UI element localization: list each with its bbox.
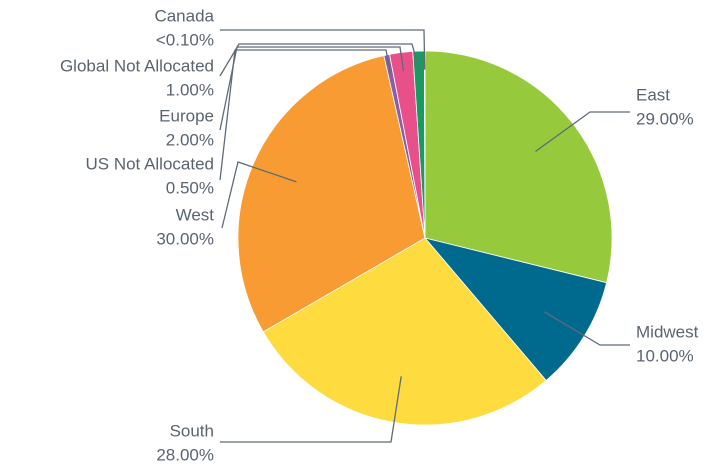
slice-value-label: 1.00% [166,80,214,99]
slice-label: US Not Allocated [85,154,214,173]
pie-slice [237,55,426,333]
slice-value-label: 30.00% [156,229,214,248]
slice-value-label: 28.00% [156,445,214,464]
pie-slice [423,237,608,382]
leader-line [535,111,630,153]
leader-line [219,46,405,131]
pie-slice [424,50,613,284]
slice-label: South [170,421,214,440]
slice-label: Midwest [636,322,699,341]
slice-label: Canada [154,6,214,25]
leader-line [220,376,402,443]
slice-label: Europe [159,106,214,125]
leader-line [220,29,426,70]
slice-label: East [636,85,670,104]
slice-value-label: 2.00% [166,130,214,149]
slice-label: Global Not Allocated [60,56,214,75]
slice-label: West [176,205,215,224]
leader-line [543,311,630,346]
leader-line [219,49,392,181]
leader-line [221,161,297,229]
slice-value-label: <0.10% [156,30,214,49]
pie-slice [262,237,547,426]
slice-value-label: 0.50% [166,178,214,197]
slice-value-label: 29.00% [636,109,694,128]
slice-value-label: 10.00% [636,346,694,365]
leader-line [219,43,420,77]
